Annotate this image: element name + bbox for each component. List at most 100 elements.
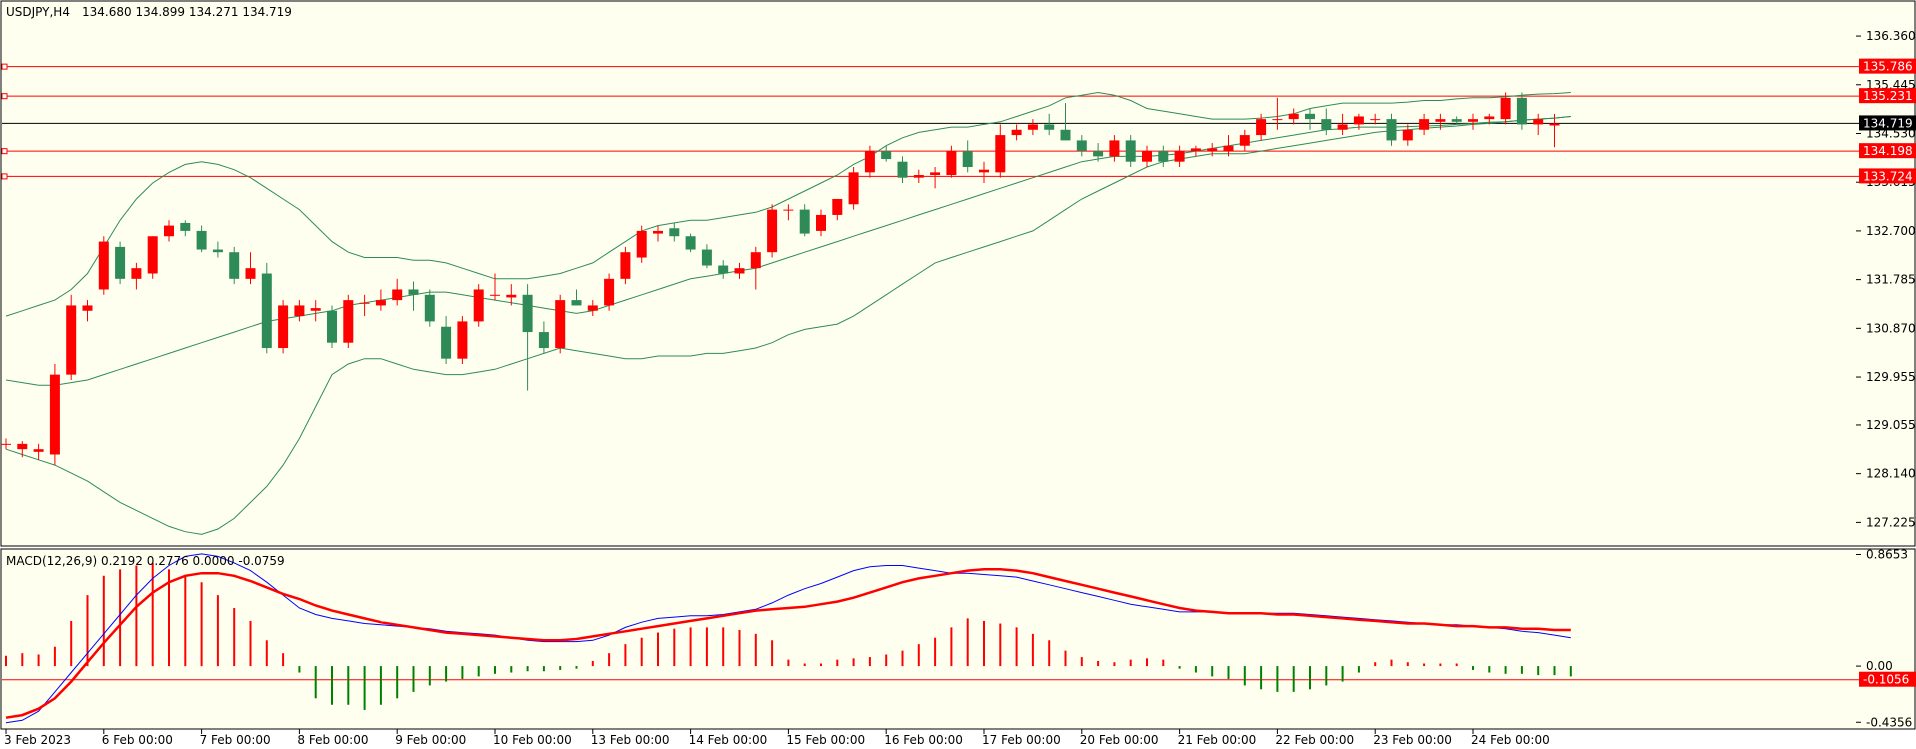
price-lines <box>1 63 1915 180</box>
candle-bull <box>653 230 663 234</box>
price-line-label-box <box>1859 143 1916 159</box>
candle-bull <box>864 151 875 173</box>
candle-bull <box>82 305 93 311</box>
candle-bull <box>734 268 745 274</box>
time-tick-label: 22 Feb 00:00 <box>1275 733 1354 747</box>
candle-bull <box>164 225 174 237</box>
candle-bull <box>783 209 794 211</box>
time-tick-label: 17 Feb 00:00 <box>982 733 1061 747</box>
price-tick-label: 136.360 <box>1866 29 1916 43</box>
candle-bull <box>375 300 386 306</box>
candle-bear <box>212 249 223 253</box>
macd-tick-label: 0.00 <box>1866 659 1893 673</box>
price-line-label: 135.231 <box>1863 89 1913 103</box>
ohlc-label: 134.680 134.899 134.271 134.719 <box>82 5 292 19</box>
candle-bear <box>522 294 533 333</box>
candle-bull <box>1223 145 1234 152</box>
candle-bull <box>1239 135 1250 146</box>
time-tick-label: 23 Feb 00:00 <box>1373 733 1452 747</box>
time-axis: 3 Feb 2023 6 Feb 00:00 7 Feb 00:00 8 Feb 00… <box>4 729 1550 747</box>
candle-bull <box>636 230 647 258</box>
candle-bull <box>1402 129 1413 141</box>
candle-bull <box>457 321 468 359</box>
candle-bull <box>1207 148 1218 152</box>
candle-bear <box>408 289 419 295</box>
time-tick-label: 16 Feb 00:00 <box>884 733 963 747</box>
time-tick-label: 9 Feb 00:00 <box>395 733 466 747</box>
candle-bull <box>473 289 484 322</box>
candle-bull <box>816 214 826 231</box>
time-tick-label: 24 Feb 00:00 <box>1471 733 1550 747</box>
candle-bull <box>1272 119 1283 121</box>
time-tick-label: 8 Feb 00:00 <box>297 733 368 747</box>
candle-bear <box>1044 124 1055 130</box>
macd-panel[interactable] <box>0 548 1916 730</box>
time-tick-label: 6 Feb 00:00 <box>102 733 173 747</box>
candle-bull <box>1484 116 1495 120</box>
candle-bull <box>1533 119 1544 125</box>
candle-bull <box>1256 119 1267 136</box>
candle-bear <box>424 294 435 322</box>
candle-bear <box>1158 151 1169 162</box>
candle-bull <box>587 305 598 311</box>
candle-bull <box>245 268 256 279</box>
candle-bull <box>294 305 305 317</box>
price-line-label: 134.719 <box>1863 116 1913 130</box>
macd-level-label: -0.1056 <box>1863 673 1909 687</box>
price-line-label-box <box>1859 168 1916 184</box>
candle-bear <box>196 230 207 250</box>
time-tick-label: 14 Feb 00:00 <box>689 733 768 747</box>
candle-bull <box>310 308 321 311</box>
candle-bull <box>832 198 843 215</box>
candle-bull <box>66 305 77 375</box>
price-tick-label: 129.055 <box>1866 418 1916 432</box>
candle-bull <box>1419 119 1430 130</box>
candle-bear <box>1386 119 1397 141</box>
price-line-label-box <box>1859 115 1916 131</box>
level-anchor <box>1 173 8 180</box>
candle-bear <box>897 161 908 178</box>
candle-bull <box>1190 148 1201 152</box>
candle-bear <box>538 332 549 349</box>
candle-bull <box>979 169 989 173</box>
candle-bull <box>1288 113 1299 120</box>
macd-indicator-label: MACD(12,26,9) 0.2192 0.2776 0.0000 -0.07… <box>6 554 285 568</box>
macd-signal-line <box>5 568 1571 719</box>
bollinger-lower-band <box>5 116 1571 535</box>
candle-bull <box>1549 123 1560 126</box>
candle-bear <box>799 209 810 234</box>
time-tick-label: 13 Feb 00:00 <box>591 733 670 747</box>
candle-bear <box>1305 113 1315 120</box>
level-anchor <box>1 148 8 155</box>
candle-bull <box>392 289 403 301</box>
price-line-label: 134.198 <box>1863 144 1913 158</box>
candle-bear <box>1516 97 1527 125</box>
candle-bull <box>1353 116 1364 125</box>
macd-histogram <box>5 562 1572 710</box>
candle-bear <box>1125 140 1136 162</box>
price-line-label-box <box>1859 58 1916 74</box>
candle-bull <box>1468 119 1478 122</box>
price-line-label: 135.786 <box>1863 60 1913 74</box>
macd-tick-label: -0.4356 <box>1866 715 1912 729</box>
macd-lines <box>5 553 1571 724</box>
candle-bear <box>685 236 696 250</box>
candle-bear <box>718 265 729 274</box>
price-line-label: 133.724 <box>1863 169 1913 183</box>
candle-bull <box>278 305 289 349</box>
time-tick-label: 10 Feb 00:00 <box>493 733 572 747</box>
candle-bear <box>1076 140 1087 152</box>
candle-bull <box>620 252 631 279</box>
candle-bull <box>848 172 859 205</box>
candle-bull <box>767 209 778 253</box>
candle-bull <box>930 172 941 176</box>
price-panel[interactable] <box>0 0 1916 547</box>
candle-bull <box>359 302 370 304</box>
price-tick-label: 132.700 <box>1866 224 1916 238</box>
candle-bull <box>1109 140 1120 157</box>
candle-bull <box>343 300 354 343</box>
candle-bear <box>669 228 680 237</box>
candle-bull <box>1142 151 1152 162</box>
candle-bull <box>49 374 60 455</box>
